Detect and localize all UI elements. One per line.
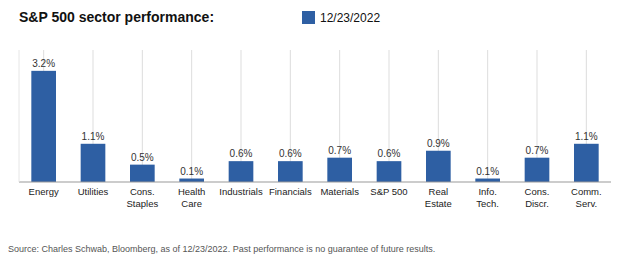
bar	[475, 179, 500, 182]
bars	[31, 71, 598, 182]
x-tick-label: Comm.Serv.	[571, 186, 602, 209]
bar	[525, 158, 550, 182]
bar	[179, 179, 204, 182]
data-label: 3.2%	[32, 58, 55, 69]
data-label: 0.1%	[476, 166, 499, 177]
bar	[130, 165, 155, 182]
x-tick-label: HealthCare	[178, 186, 205, 209]
data-label: 0.1%	[180, 166, 203, 177]
data-label: 1.1%	[575, 131, 598, 142]
title: S&P 500 sector performance:	[19, 9, 214, 25]
legend: 12/23/2022	[302, 11, 380, 25]
bar	[574, 144, 599, 182]
x-tick-label: Materials	[320, 186, 359, 197]
x-axis-line	[19, 182, 611, 183]
grid	[44, 50, 587, 182]
y-axis-line	[19, 50, 20, 182]
x-tick-label: Energy	[29, 186, 59, 197]
data-label: 0.5%	[131, 152, 154, 163]
legend-swatch	[302, 11, 315, 24]
source-note: Source: Charles Schwab, Bloomberg, as of…	[8, 244, 435, 254]
x-tick-label: Industrials	[219, 186, 263, 197]
bar	[426, 151, 451, 182]
x-tick-label: S&P 500	[370, 186, 407, 197]
bar	[31, 71, 56, 182]
x-tick-label: RealEstate	[425, 186, 452, 209]
bar	[81, 144, 106, 182]
x-tick-label: Financials	[269, 186, 312, 197]
x-tick-label: Cons.Staples	[126, 186, 158, 209]
bar	[278, 161, 303, 182]
data-labels: 3.2% 1.1% 0.5% 0.1% 0.6% 0.6% 0.7% 0.6% 0.9% 0.1%…	[32, 58, 598, 177]
x-tick-label: Utilities	[78, 186, 109, 197]
legend-label: 12/23/2022	[320, 11, 380, 25]
x-tick-label: Info.Tech.	[476, 186, 499, 209]
chart: S&P 500 sector performance: 12/23/2022 3.2…	[0, 0, 630, 260]
data-label: 0.6%	[279, 148, 302, 159]
data-label: 0.9%	[427, 138, 450, 149]
grid-line	[191, 50, 192, 182]
bar	[229, 161, 254, 182]
data-label: 1.1%	[82, 131, 105, 142]
data-label: 0.6%	[378, 148, 401, 159]
data-label: 0.7%	[526, 145, 549, 156]
grid-line	[487, 50, 488, 182]
bar	[327, 158, 352, 182]
data-label: 0.6%	[230, 148, 253, 159]
bar	[377, 161, 402, 182]
x-tick-labels: Energy Utilities Cons.Staples HealthCare Ind…	[29, 186, 602, 209]
x-tick-label: Cons.Discr.	[525, 186, 550, 209]
data-label: 0.7%	[328, 145, 351, 156]
